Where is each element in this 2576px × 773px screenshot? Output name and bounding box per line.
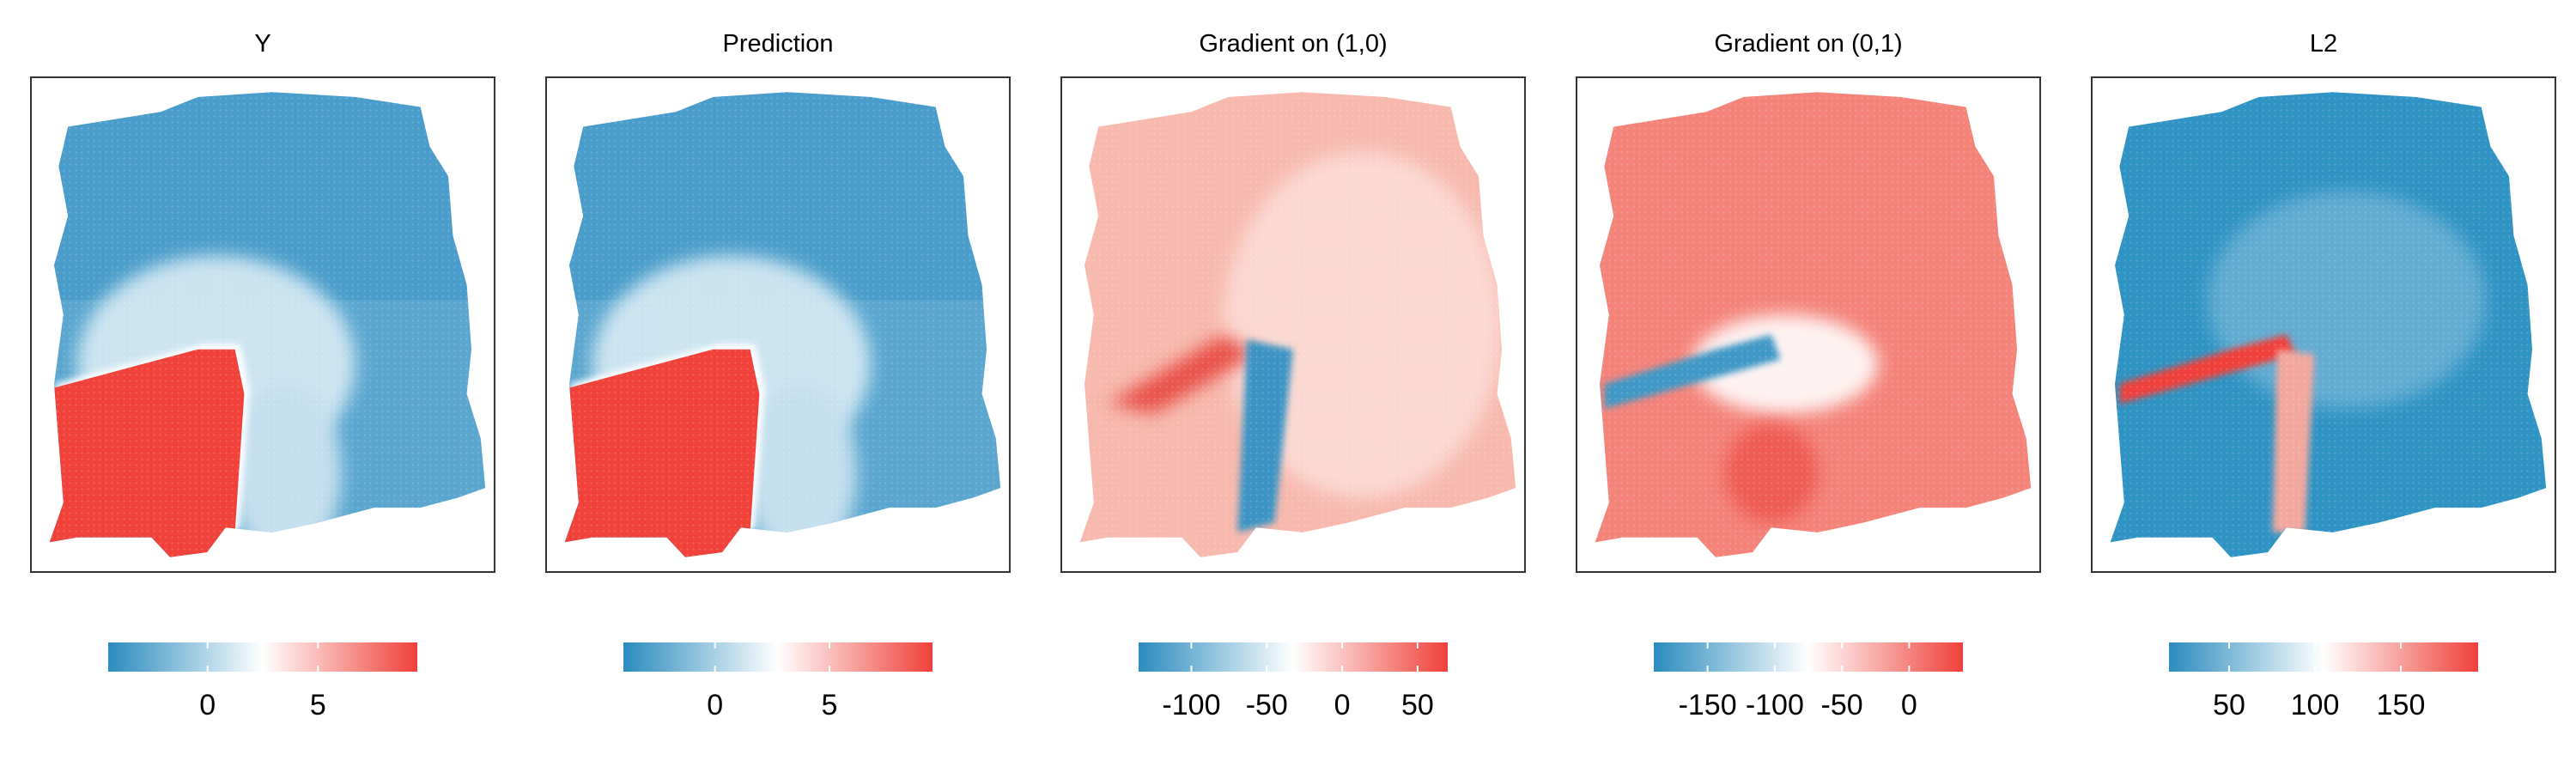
colorbar-gradient xyxy=(108,642,417,672)
heatmap-area xyxy=(1079,92,1516,557)
panel xyxy=(1576,76,2041,573)
colorbar-tick-label: 5 xyxy=(310,689,326,721)
colorbar: 50 100 150 xyxy=(2169,642,2478,721)
colorbar-tick-label: -50 xyxy=(1821,689,1863,721)
panel-title: Gradient on (1,0) xyxy=(1199,30,1387,58)
heatmap-area xyxy=(564,92,1001,557)
panel-title: Gradient on (0,1) xyxy=(1714,30,1902,58)
colorbar-gradient xyxy=(2169,642,2478,672)
colorbar: -100 -50 0 50 xyxy=(1139,642,1448,721)
panel xyxy=(1060,76,1526,573)
panel-title: Prediction xyxy=(723,30,834,58)
colorbar-tick-label: 100 xyxy=(2291,689,2340,721)
colorbar-tick-label: 50 xyxy=(1401,689,1434,721)
panel-frame xyxy=(30,76,495,573)
colorbar-tick-label: -50 xyxy=(1246,689,1288,721)
colorbar-tick-label: 0 xyxy=(1901,689,1917,721)
panel xyxy=(30,76,495,573)
heatmap-area xyxy=(1595,92,2032,557)
colorbar-tick-label: 0 xyxy=(199,689,216,721)
colorbar-gradient xyxy=(1654,642,1963,672)
panel-frame xyxy=(2091,76,2556,573)
colorbar-tick-label: 50 xyxy=(2213,689,2245,721)
panel-title: L2 xyxy=(2310,30,2337,58)
colorbar-gradient xyxy=(1139,642,1448,672)
colorbar-gradient xyxy=(623,642,933,672)
colorbar-tick-label: -100 xyxy=(1162,689,1220,721)
panel-frame xyxy=(1060,76,1526,573)
heatmap-area xyxy=(49,92,486,557)
colorbar-tick-label: -150 xyxy=(1679,689,1737,721)
colorbar: -150 -100 -50 0 xyxy=(1654,642,1963,721)
colorbar-tick-label: 5 xyxy=(822,689,838,721)
panel xyxy=(545,76,1011,573)
colorbar-tick-label: -100 xyxy=(1746,689,1804,721)
panel-title: Y xyxy=(254,30,270,58)
panel-frame xyxy=(545,76,1011,573)
panel-frame xyxy=(1576,76,2041,573)
colorbar-tick-label: 150 xyxy=(2377,689,2426,721)
heatmap-area xyxy=(2110,92,2547,557)
colorbar-tick-label: 0 xyxy=(707,689,723,721)
colorbar-tick-label: 0 xyxy=(1334,689,1351,721)
panel xyxy=(2091,76,2556,573)
